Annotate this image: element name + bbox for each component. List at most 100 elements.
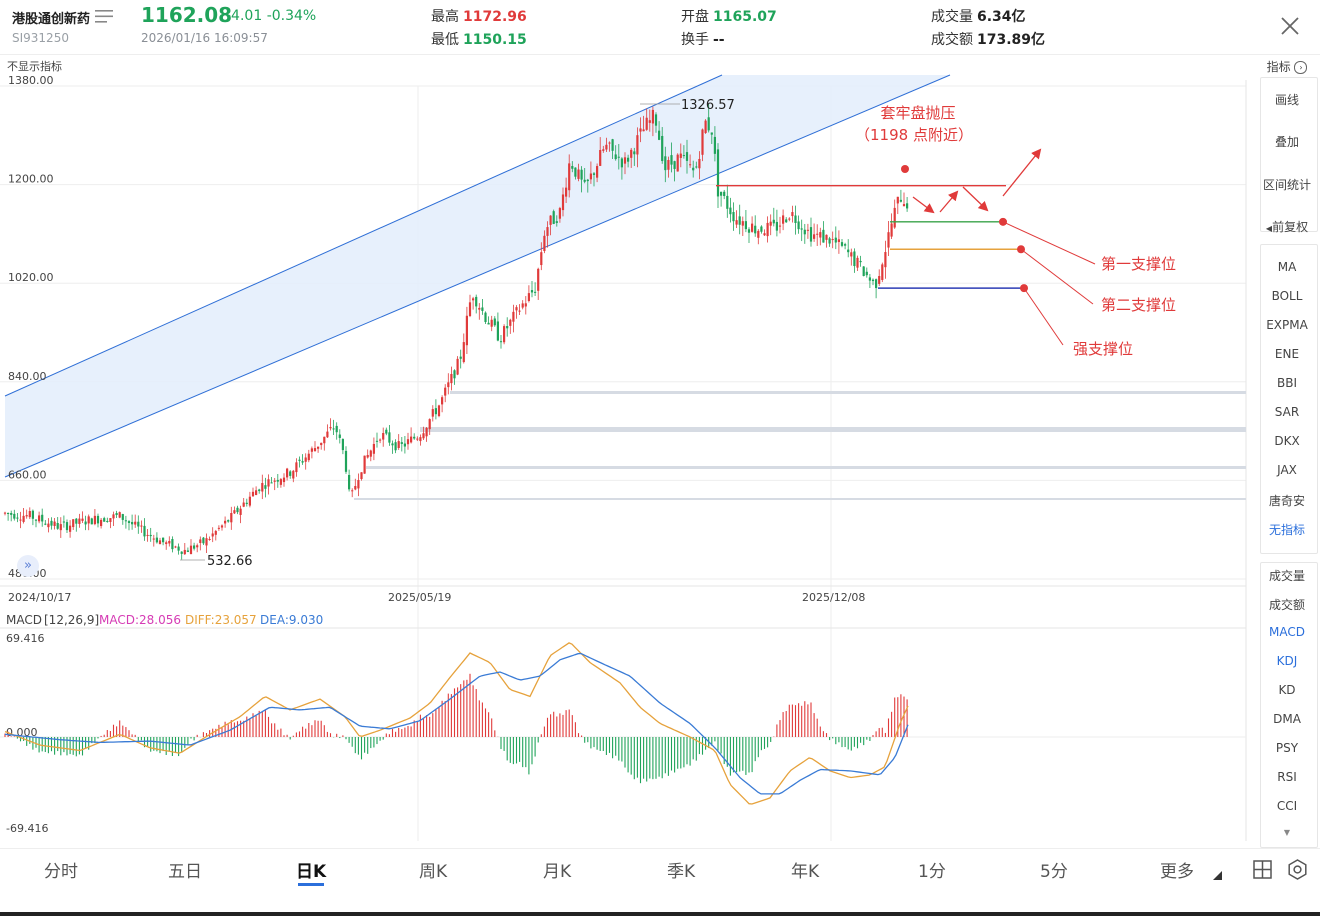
main-indicator-4[interactable]: BBI — [1276, 376, 1297, 390]
candle-body — [658, 130, 661, 140]
candle-body — [797, 221, 800, 230]
candle-body — [515, 307, 518, 311]
tool-overlay[interactable]: 叠加 — [1274, 135, 1299, 149]
candle-body — [661, 135, 664, 162]
candle-body — [813, 234, 816, 239]
candle-body — [202, 537, 205, 544]
tab-3[interactable]: 周K — [419, 862, 448, 882]
candle-body — [196, 545, 199, 548]
sub-indicator-7[interactable]: RSI — [1277, 770, 1297, 784]
stat-turnover: 换手 -- — [681, 29, 725, 49]
sub-indicator-3[interactable]: KDJ — [1276, 654, 1298, 668]
main-indicator-6[interactable]: DKX — [1274, 434, 1300, 448]
candle-body — [118, 512, 121, 518]
sub-indicator-6[interactable]: PSY — [1275, 741, 1299, 755]
candle-body — [44, 523, 47, 525]
candle-body — [670, 155, 673, 165]
candle-body — [103, 518, 106, 522]
tool-forward-adjust-label: 前复权 — [1272, 220, 1309, 234]
sub-indicator-5[interactable]: DMA — [1273, 712, 1301, 726]
candle-body — [800, 228, 803, 230]
candle-body — [837, 239, 840, 243]
tab-6[interactable]: 年K — [791, 862, 820, 882]
candle-body — [726, 195, 729, 209]
expand-left-button[interactable]: » — [17, 555, 39, 577]
candle-body — [425, 427, 428, 437]
candle-body — [326, 431, 329, 438]
main-indicator-7[interactable]: JAX — [1277, 463, 1297, 477]
candle-body — [518, 310, 521, 312]
candle-body — [242, 502, 245, 507]
stat-turnover-value: -- — [713, 32, 725, 48]
tab-9[interactable]: 更多 — [1160, 862, 1194, 882]
candle-body — [605, 144, 608, 150]
candle-body — [881, 264, 884, 280]
candle-body — [28, 511, 31, 518]
sub-indicator-2[interactable]: MACD — [1269, 625, 1305, 639]
candle-body — [214, 530, 217, 535]
tab-4[interactable]: 月K — [543, 862, 572, 882]
pressure-title: 套牢盘抛压 — [880, 104, 955, 122]
tab-1[interactable]: 五日 — [168, 862, 202, 882]
candle-body — [586, 179, 589, 182]
candle-body — [56, 523, 59, 529]
tab-5[interactable]: 季K — [667, 862, 696, 882]
sub-indicator-1[interactable]: 成交额 — [1268, 598, 1305, 612]
hide-indicator-toggle[interactable]: 不显示指标 — [7, 60, 62, 73]
tab-7[interactable]: 1分 — [918, 862, 946, 882]
candle-body — [382, 433, 385, 440]
candle-body — [121, 514, 124, 520]
candle-body — [751, 223, 754, 232]
candle-body — [596, 166, 599, 178]
candle-body — [496, 321, 499, 341]
candle-body — [434, 408, 437, 415]
grid-layout-icon[interactable] — [1253, 860, 1272, 879]
candle-body — [568, 163, 571, 191]
candle-body — [394, 442, 397, 451]
candle-body — [332, 428, 335, 430]
main-indicator-3[interactable]: ENE — [1274, 347, 1300, 361]
sub-indicator-0[interactable]: 成交量 — [1268, 569, 1305, 583]
macd-header-macd_label: MACD:28.056 — [99, 613, 181, 627]
candle-body — [379, 439, 382, 441]
tool-draw-line[interactable]: 画线 — [1274, 93, 1299, 107]
main-indicator-5[interactable]: SAR — [1274, 405, 1300, 419]
main-indicator-8[interactable]: 唐奇安 — [1268, 494, 1305, 508]
indicator-side-panel: 指标 › 画线 叠加 区间统计 ◀前复权 ▼ MA BOLL EXPMA ENE BBI… — [1258, 56, 1320, 848]
candle-body — [623, 157, 627, 164]
candle-body — [865, 271, 868, 276]
candle-body — [137, 521, 140, 527]
kline-chart[interactable]: 1326.57 532.66 套牢盘抛压 （1198 点附近） 第一支撑位第二支撑位强支… — [0, 56, 1258, 848]
candle-body — [279, 479, 282, 485]
sub-indicator-4[interactable]: KD — [1278, 683, 1296, 697]
candle-body — [899, 199, 902, 202]
y-tick-label: 840.00 — [8, 370, 47, 383]
main-indicator-0[interactable]: MA — [1277, 260, 1297, 274]
tab-8[interactable]: 5分 — [1040, 862, 1068, 882]
indicator-menu-button[interactable]: 指标 › — [1258, 58, 1316, 75]
main-indicator-2[interactable]: EXPMA — [1266, 318, 1308, 332]
tool-group — [1260, 77, 1318, 232]
tool-forward-adjust[interactable]: ◀前复权 — [1258, 218, 1316, 235]
scroll-down-icon[interactable]: ▼ — [1283, 828, 1291, 837]
tool-range-stats[interactable]: 区间统计 — [1262, 178, 1311, 192]
close-icon[interactable] — [1278, 14, 1302, 38]
candle-body — [906, 203, 909, 209]
candle-body — [230, 513, 233, 523]
settings-icon[interactable] — [1287, 859, 1308, 880]
main-indicator-1[interactable]: BOLL — [1271, 289, 1303, 303]
candle-body — [134, 521, 137, 525]
macd-y-tick: 69.416 — [6, 632, 45, 645]
candle-body — [806, 229, 809, 231]
list-menu-icon[interactable] — [95, 8, 113, 24]
sub-indicator-8[interactable]: CCI — [1276, 799, 1298, 813]
candle-body — [270, 482, 273, 484]
main-indicator-9[interactable]: 无指标 — [1268, 523, 1305, 537]
tab-2[interactable]: 日K — [296, 862, 327, 882]
candle-body — [348, 474, 351, 490]
candle-body — [503, 326, 506, 343]
candle-body — [310, 448, 313, 452]
candle-body — [10, 512, 13, 515]
candle-body — [441, 397, 444, 405]
tab-0[interactable]: 分时 — [44, 862, 78, 882]
